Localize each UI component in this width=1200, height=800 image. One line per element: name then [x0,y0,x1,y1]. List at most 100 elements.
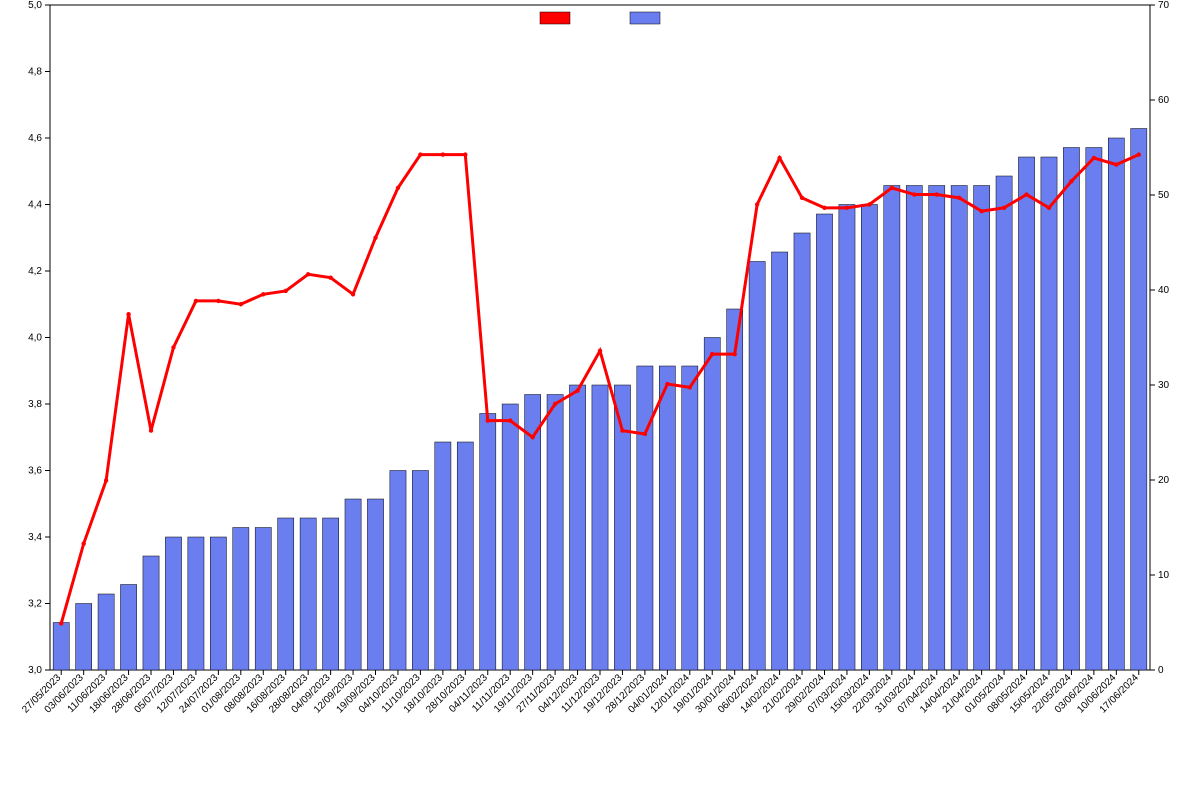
line-marker [441,152,445,156]
line-marker [553,402,557,406]
y-left-tick-label: 4,8 [28,67,42,78]
line-marker [575,389,579,393]
line-marker [373,236,377,240]
bar [367,499,383,670]
bar [480,414,496,671]
line-marker [418,152,422,156]
bar [884,186,900,671]
y-right-tick-label: 10 [1158,570,1170,581]
line-marker [261,292,265,296]
bar [547,395,563,671]
bar [659,366,675,670]
bar [816,214,832,670]
line-marker [149,428,153,432]
line-marker [1114,162,1118,166]
line-marker [126,312,130,316]
y-left-tick-label: 4,0 [28,333,42,344]
line-marker [216,299,220,303]
y-left-tick-label: 3,2 [28,599,42,610]
y-right-tick-label: 40 [1158,285,1170,296]
y-left-tick-label: 3,8 [28,399,42,410]
bar [906,186,922,671]
bar [951,186,967,671]
line-marker [867,202,871,206]
bar [76,604,92,671]
line-marker [665,382,669,386]
line-marker [306,272,310,276]
bar [120,585,136,671]
line-marker [396,186,400,190]
bar [233,528,249,671]
line-marker [620,428,624,432]
bar [457,442,473,670]
line-marker [328,275,332,279]
line-marker [935,192,939,196]
bar [1131,129,1147,671]
line-marker [890,186,894,190]
line-marker [351,292,355,296]
bar [861,205,877,671]
line-marker [845,206,849,210]
line-marker [284,289,288,293]
bar [592,385,608,670]
line-marker [194,299,198,303]
bar [98,594,114,670]
line-marker [81,541,85,545]
line-marker [822,206,826,210]
bar [390,471,406,671]
y-right-tick-label: 60 [1158,95,1170,106]
legend-swatch-bar [630,12,660,24]
line-marker [957,196,961,200]
y-left-tick-label: 4,4 [28,200,42,211]
line-marker [800,196,804,200]
line-marker [1002,206,1006,210]
y-right-tick-label: 20 [1158,475,1170,486]
y-left-tick-label: 4,2 [28,266,42,277]
bar [929,186,945,671]
bar [794,233,810,670]
line-marker [1137,152,1141,156]
line-marker [59,621,63,625]
line-marker [486,418,490,422]
bar [412,471,428,671]
bar [682,366,698,670]
y-right-tick-label: 30 [1158,380,1170,391]
y-left-tick-label: 3,6 [28,466,42,477]
bar [749,262,765,671]
bar [165,537,181,670]
y-right-tick-label: 70 [1158,0,1170,11]
line-marker [171,345,175,349]
bar [1108,138,1124,670]
bar [1041,157,1057,670]
bar [323,518,339,670]
bar [255,528,271,671]
bar [502,404,518,670]
y-right-tick-label: 0 [1158,665,1164,676]
bar [345,499,361,670]
line-marker [239,302,243,306]
bar [435,442,451,670]
legend-swatch-line [540,12,570,24]
line-marker [643,432,647,436]
bar [772,252,788,670]
line-marker [777,156,781,160]
bar [1063,148,1079,671]
y-right-tick-label: 50 [1158,190,1170,201]
line-marker [104,478,108,482]
bar [1018,157,1034,670]
y-left-tick-label: 3,0 [28,665,42,676]
line-marker [598,349,602,353]
bar [1086,148,1102,671]
line-marker [1092,156,1096,160]
line-marker [1069,179,1073,183]
line-marker [530,435,534,439]
line-marker [463,152,467,156]
bar [839,205,855,671]
bar [996,176,1012,670]
bar [143,556,159,670]
line-marker [688,385,692,389]
bar [188,537,204,670]
line-marker [912,192,916,196]
bar [569,385,585,670]
line-marker [1024,192,1028,196]
